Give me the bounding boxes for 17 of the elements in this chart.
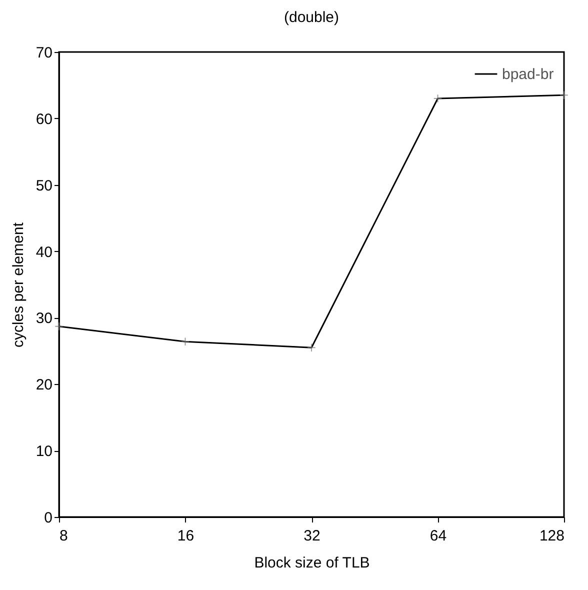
x-tick-label: 32 xyxy=(304,528,320,544)
y-tick-label: 70 xyxy=(36,44,52,62)
y-tick-label: 50 xyxy=(36,177,52,194)
y-tick-label: 20 xyxy=(36,376,52,394)
y-tick-label: 10 xyxy=(36,443,52,460)
y-tick-label: 60 xyxy=(36,110,52,128)
x-axis-title: Block size of TLB xyxy=(254,554,370,572)
chart-title: (double) xyxy=(284,9,340,26)
y-tick-label: 40 xyxy=(36,244,52,261)
x-tick-label: 8 xyxy=(60,528,68,544)
x-tick-label: 64 xyxy=(430,528,447,544)
legend-label: bpad-br xyxy=(502,66,554,83)
y-tick-label: 0 xyxy=(44,510,52,526)
x-tick-label: 128 xyxy=(539,528,564,544)
x-tick-label: 16 xyxy=(177,528,194,544)
y-tick-label: 30 xyxy=(36,310,52,328)
y-axis-title: cycles per element xyxy=(10,222,27,348)
